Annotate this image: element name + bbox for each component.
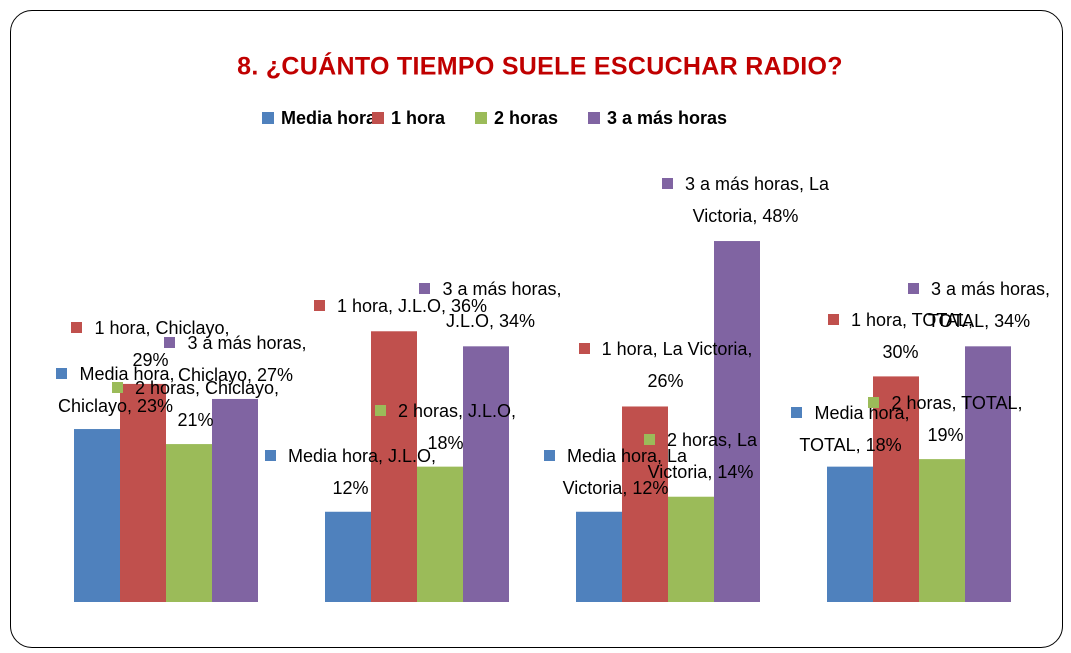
label-text: 3 a más horas, J.L.O, 34% [442, 279, 562, 331]
data-label: 3 a más horas, J.L.O, 34% [403, 273, 578, 337]
label-marker [71, 322, 83, 333]
label-text: Media hora, TOTAL, 18% [799, 403, 910, 455]
data-label: 1 hora, J.L.O, 36% [313, 290, 488, 322]
bar [668, 496, 714, 602]
chart-frame [10, 10, 1063, 648]
data-label: 3 a más horas, Chiclayo, 27% [148, 327, 323, 391]
label-marker [374, 405, 386, 416]
label-text: Media hora, La Victoria, 12% [562, 446, 688, 498]
data-label: 3 a más horas, La Victoria, 48% [658, 168, 833, 232]
bar [212, 398, 258, 602]
data-label: 3 a más horas, TOTAL, 34% [898, 273, 1060, 337]
bar [463, 346, 509, 602]
bar [166, 444, 212, 602]
chart-title: 8. ¿CUÁNTO TIEMPO SUELE ESCUCHAR RADIO? [237, 52, 843, 81]
label-marker [264, 450, 276, 461]
label-marker [578, 343, 590, 354]
legend-label: Media hora [281, 108, 377, 128]
bar [74, 429, 120, 602]
legend-swatch [262, 112, 274, 124]
label-marker [661, 178, 673, 189]
legend-label: 3 a más horas [607, 108, 727, 128]
bar [873, 376, 919, 602]
label-text: 3 a más horas, TOTAL, 34% [927, 279, 1051, 331]
label-text: 1 hora, TOTAL, 30% [850, 310, 974, 362]
label-marker [907, 283, 919, 294]
label-text: 2 horas, J.L.O, 18% [397, 401, 517, 453]
bar [965, 346, 1011, 602]
legend-swatch [588, 112, 600, 124]
legend-label: 1 hora [391, 108, 446, 128]
label-text: 3 a más horas, La Victoria, 48% [684, 174, 830, 226]
data-label: 1 hora, Chiclayo, 29% [63, 312, 238, 376]
data-label: 2 horas, TOTAL, 19% [858, 387, 1033, 451]
data-label: 1 hora, TOTAL, 30% [813, 304, 988, 368]
legend-swatch [372, 112, 384, 124]
bar [371, 331, 417, 602]
data-label: Media hora, Chiclayo, 23% [28, 358, 203, 422]
label-marker [419, 283, 431, 294]
legend-label: 2 horas [494, 108, 558, 128]
label-text: Media hora, Chiclayo, 23% [57, 364, 175, 416]
label-text: 2 horas, La Victoria, 14% [647, 430, 758, 482]
label-marker [791, 407, 803, 418]
label-marker [56, 368, 68, 379]
bar [325, 511, 371, 602]
bar [827, 466, 873, 602]
data-label: Media hora, TOTAL, 18% [763, 397, 938, 461]
label-marker [111, 382, 123, 393]
label-text: 2 horas, TOTAL, 19% [891, 393, 1023, 445]
label-marker [827, 314, 839, 325]
data-label: 1 hora, La Victoria, 26% [578, 333, 753, 397]
legend-swatch [475, 112, 487, 124]
label-text: 1 hora, J.L.O, 36% [336, 296, 488, 316]
bar [919, 459, 965, 602]
data-label: Media hora, J.L.O, 12% [263, 440, 438, 504]
data-label: Media hora, La Victoria, 12% [528, 440, 703, 504]
data-label: 2 horas, Chiclayo, 21% [108, 372, 283, 436]
label-text: 1 hora, Chiclayo, 29% [94, 318, 230, 370]
bar [120, 383, 166, 602]
label-text: 2 horas, Chiclayo, 21% [134, 378, 280, 430]
label-marker [313, 300, 325, 311]
label-text: Media hora, J.L.O, 12% [287, 446, 437, 498]
label-marker [543, 450, 555, 461]
label-marker [643, 434, 655, 445]
data-label: 2 horas, J.L.O, 18% [358, 395, 533, 459]
label-marker [164, 337, 176, 348]
data-label: 2 horas, La Victoria, 14% [613, 424, 788, 488]
label-text: 1 hora, La Victoria, 26% [601, 339, 753, 391]
bar [417, 466, 463, 602]
bar [576, 511, 622, 602]
label-text: 3 a más horas, Chiclayo, 27% [177, 333, 307, 385]
bar [714, 241, 760, 603]
label-marker [868, 397, 880, 408]
